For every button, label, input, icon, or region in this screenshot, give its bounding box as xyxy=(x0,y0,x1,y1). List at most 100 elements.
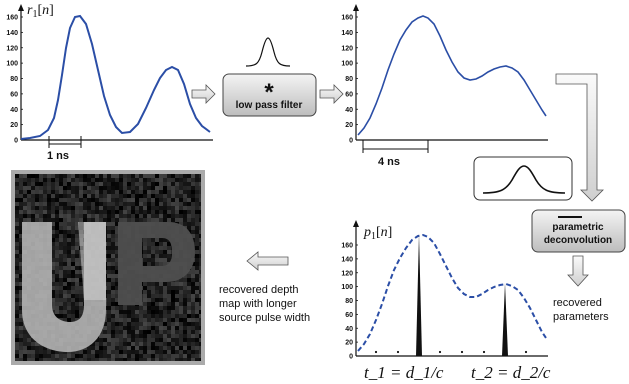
noise-pixel xyxy=(91,358,95,361)
noise-pixel xyxy=(75,350,79,354)
noise-pixel xyxy=(139,210,143,214)
noise-pixel xyxy=(115,334,119,338)
noise-pixel xyxy=(175,290,179,294)
noise-pixel xyxy=(119,174,123,178)
noise-pixel xyxy=(127,326,131,330)
noise-pixel xyxy=(15,246,19,250)
noise-pixel xyxy=(31,174,35,178)
noise-pixel xyxy=(99,354,103,358)
noise-pixel xyxy=(55,358,59,361)
noise-pixel xyxy=(143,262,147,266)
noise-pixel xyxy=(183,346,187,350)
noise-pixel xyxy=(19,278,23,282)
noise-pixel xyxy=(107,234,111,238)
noise-pixel xyxy=(183,326,187,330)
noise-pixel xyxy=(31,346,35,350)
noise-pixel xyxy=(139,330,143,334)
noise-pixel xyxy=(151,306,155,310)
noise-pixel xyxy=(119,314,123,318)
noise-pixel xyxy=(51,350,55,354)
noise-pixel xyxy=(107,306,111,310)
noise-pixel xyxy=(195,218,199,222)
noise-pixel xyxy=(163,186,167,190)
noise-pixel xyxy=(107,258,111,262)
noise-pixel xyxy=(55,290,59,294)
noise-pixel xyxy=(27,194,31,198)
noise-pixel xyxy=(67,214,71,218)
noise-pixel xyxy=(59,242,63,246)
noise-pixel xyxy=(111,294,115,298)
noise-pixel xyxy=(147,358,151,361)
noise-pixel xyxy=(151,242,155,246)
noise-pixel xyxy=(147,342,151,346)
noise-pixel xyxy=(151,218,155,222)
noise-pixel xyxy=(15,310,19,314)
noise-pixel xyxy=(15,214,19,218)
noise-pixel xyxy=(111,194,115,198)
noise-pixel xyxy=(151,346,155,350)
noise-pixel xyxy=(155,182,159,186)
noise-pixel xyxy=(171,174,175,178)
noise-pixel xyxy=(79,350,83,354)
noise-pixel xyxy=(123,174,127,178)
noise-pixel xyxy=(191,310,195,314)
noise-pixel xyxy=(63,318,67,322)
noise-pixel xyxy=(159,334,163,338)
noise-pixel xyxy=(87,218,91,222)
noise-pixel xyxy=(111,354,115,358)
noise-pixel xyxy=(115,330,119,334)
noise-pixel xyxy=(195,178,199,182)
noise-pixel xyxy=(43,346,47,350)
noise-pixel xyxy=(111,298,115,302)
noise-pixel xyxy=(159,250,163,254)
noise-pixel xyxy=(23,330,27,334)
noise-pixel xyxy=(167,246,171,250)
y-axis-arrow xyxy=(353,4,359,11)
impulse-t2 xyxy=(502,283,508,356)
noise-pixel xyxy=(91,198,95,202)
noise-pixel xyxy=(167,250,171,254)
noise-pixel xyxy=(195,278,199,282)
noise-pixel xyxy=(163,282,167,286)
noise-pixel xyxy=(199,270,201,274)
noise-pixel xyxy=(175,206,179,210)
noise-pixel xyxy=(163,318,167,322)
noise-pixel xyxy=(187,186,191,190)
noise-pixel xyxy=(187,226,191,230)
noise-pixel xyxy=(43,190,47,194)
noise-pixel xyxy=(199,306,201,310)
noise-pixel xyxy=(39,218,43,222)
noise-pixel xyxy=(195,186,199,190)
noise-pixel xyxy=(191,270,195,274)
noise-pixel xyxy=(179,194,183,198)
noise-pixel xyxy=(51,278,55,282)
noise-pixel xyxy=(167,346,171,350)
noise-pixel xyxy=(115,274,119,278)
noise-pixel xyxy=(91,210,95,214)
noise-pixel xyxy=(63,314,67,318)
noise-pixel xyxy=(59,294,63,298)
noise-pixel xyxy=(35,206,39,210)
noise-pixel xyxy=(155,238,159,242)
noise-pixel xyxy=(195,330,199,334)
noise-pixel xyxy=(67,206,71,210)
noise-pixel xyxy=(67,274,71,278)
noise-pixel xyxy=(67,242,71,246)
noise-pixel xyxy=(183,318,187,322)
image-noise xyxy=(15,174,201,361)
noise-pixel xyxy=(167,354,171,358)
noise-pixel xyxy=(195,270,199,274)
noise-pixel xyxy=(115,234,119,238)
noise-pixel xyxy=(39,202,43,206)
noise-pixel xyxy=(163,194,167,198)
noise-pixel xyxy=(79,314,83,318)
noise-pixel xyxy=(55,230,59,234)
noise-pixel xyxy=(15,206,19,210)
noise-pixel xyxy=(111,190,115,194)
noise-pixel xyxy=(171,186,175,190)
noise-pixel xyxy=(67,290,71,294)
noise-pixel xyxy=(191,206,195,210)
noise-pixel xyxy=(27,358,31,361)
noise-pixel xyxy=(47,206,51,210)
noise-pixel xyxy=(183,182,187,186)
